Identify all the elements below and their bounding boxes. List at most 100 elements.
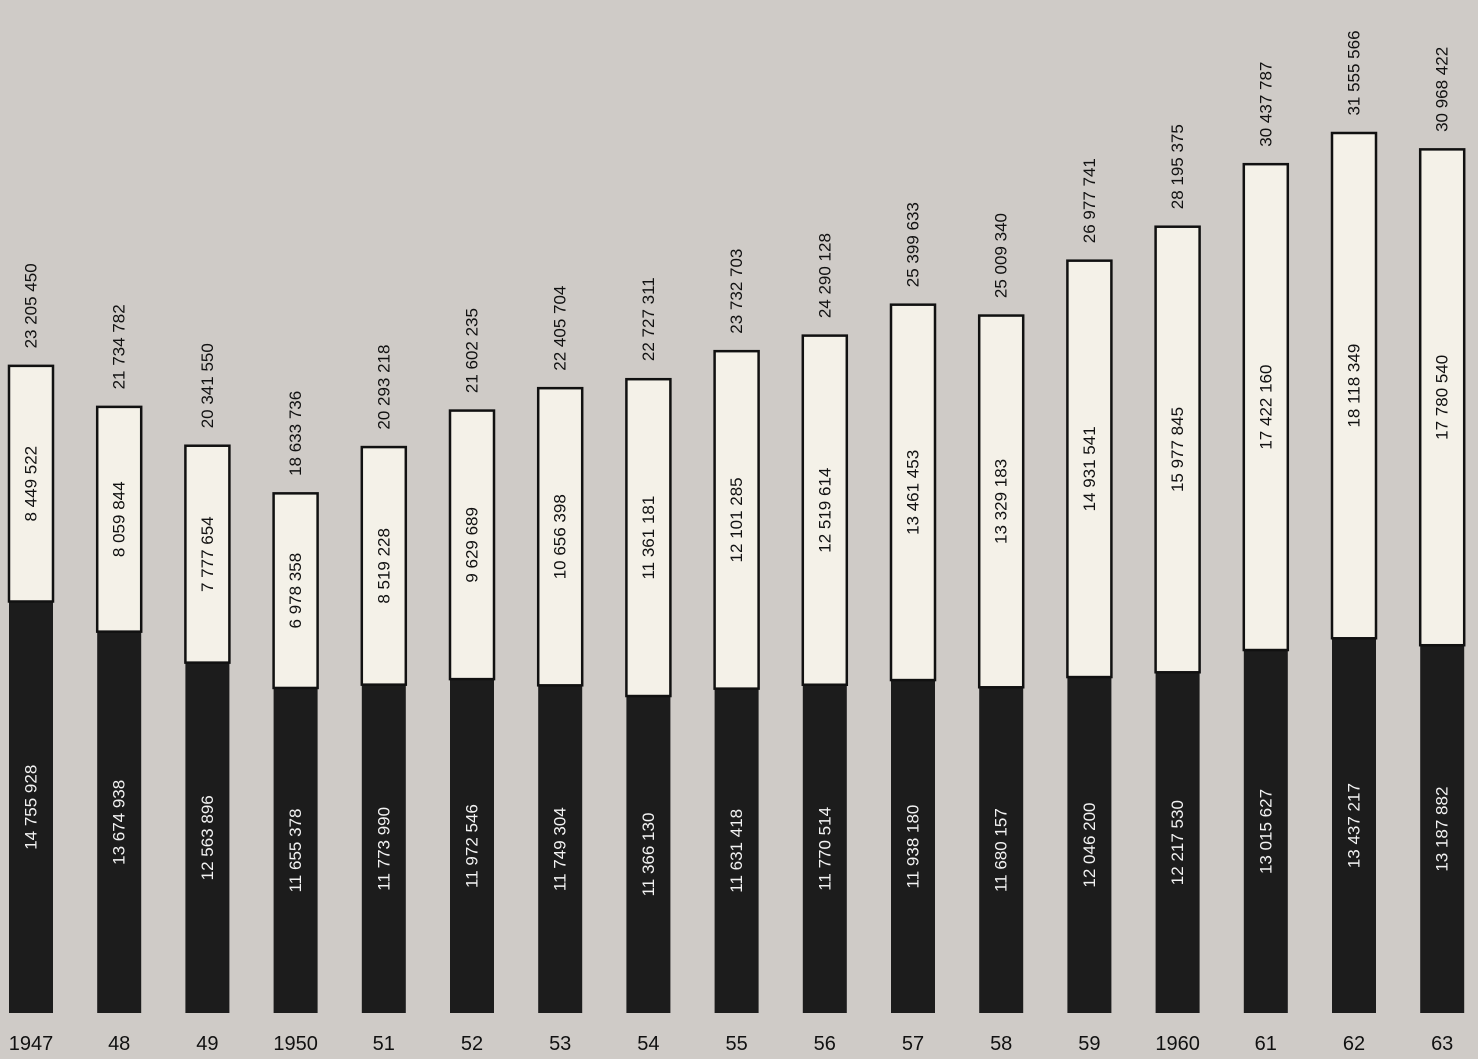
x-tick-label: 48 [108, 1033, 130, 1055]
bar-segment-dark [891, 680, 935, 1013]
x-tick-label: 1947 [9, 1033, 54, 1055]
bar-value-label-light: 8 059 844 [110, 481, 129, 557]
bar-segment-dark [1332, 638, 1376, 1013]
bar-segment-dark [1067, 677, 1112, 1013]
bar-value-label-dark: 11 773 990 [374, 807, 393, 891]
bar-value-label-dark: 11 631 418 [727, 809, 746, 893]
bar-value-label-dark: 13 674 938 [110, 780, 129, 865]
bar-total-label: 30 968 422 [1433, 47, 1452, 132]
bar-value-label-light: 6 978 358 [286, 553, 305, 629]
bar-value-label-dark: 12 563 896 [198, 795, 217, 880]
bar-value-label-light: 14 931 541 [1080, 426, 1099, 511]
bar-total-label: 30 437 787 [1256, 62, 1275, 147]
bar-value-label-light: 13 329 183 [992, 459, 1011, 544]
bar-value-label-dark: 11 655 378 [286, 809, 305, 893]
x-tick-label: 61 [1255, 1033, 1277, 1055]
bar-total-label: 22 727 311 [639, 277, 658, 361]
bar-value-label-dark: 12 046 200 [1080, 802, 1099, 887]
bar-segment-dark [9, 601, 53, 1013]
bar-segment-dark [626, 696, 671, 1013]
x-tick-label: 49 [196, 1033, 218, 1055]
bar-segment-light [713, 349, 760, 690]
bar-value-label-dark: 11 770 514 [815, 807, 834, 891]
labels-layer: 14 755 928 8 449 522 23 205 450 1947 13 674 … [9, 30, 1454, 1055]
bar-value-label-light: 13 461 453 [904, 450, 923, 535]
x-tick-label: 52 [461, 1033, 483, 1055]
bar-segment-light [625, 377, 672, 698]
bar-segment-light [7, 364, 55, 603]
bar-segment-dark [185, 662, 230, 1013]
bar-value-label-light: 9 629 689 [463, 507, 482, 583]
bar-segment-light [95, 405, 143, 633]
bar-total-label: 21 734 782 [110, 304, 129, 389]
x-tick-label: 1950 [273, 1033, 318, 1055]
bar-segment-light [1418, 148, 1466, 647]
bar-value-label-light: 8 519 228 [374, 528, 393, 604]
bar-value-label-light: 17 780 540 [1433, 355, 1452, 440]
bar-segment-dark [450, 679, 494, 1013]
bar-segment-light [1066, 259, 1113, 679]
bar-value-label-light: 8 449 522 [22, 446, 41, 522]
bar-total-label: 20 293 218 [374, 345, 393, 430]
bar-value-label-dark: 13 187 882 [1433, 787, 1452, 872]
bar-value-label-dark: 12 217 530 [1168, 800, 1187, 885]
x-tick-label: 59 [1078, 1033, 1100, 1055]
bar-segment-dark [1155, 672, 1200, 1013]
bar-segment-dark [714, 688, 759, 1013]
bar-segment-light [272, 492, 319, 690]
bar-value-label-light: 18 118 349 [1345, 344, 1364, 428]
x-tick-label: 62 [1343, 1033, 1365, 1055]
bar-segment-dark [1243, 650, 1288, 1013]
x-tick-label: 57 [902, 1033, 924, 1055]
bar-value-label-dark: 11 680 157 [992, 808, 1011, 892]
bar-total-label: 25 009 340 [992, 213, 1011, 298]
x-tick-label: 1960 [1155, 1033, 1200, 1055]
bar-segment-dark [361, 684, 406, 1013]
bar-total-label: 18 633 736 [286, 391, 305, 476]
x-tick-label: 51 [373, 1033, 395, 1055]
bar-segment-light [536, 386, 584, 687]
bar-segment-light [184, 444, 231, 664]
bars-layer [7, 131, 1466, 1013]
bar-total-label: 20 341 550 [198, 343, 217, 428]
bar-value-label-dark: 11 749 304 [551, 807, 570, 891]
bar-total-label: 24 290 128 [815, 233, 834, 318]
bar-segment-light [360, 445, 408, 686]
x-tick-label: 58 [990, 1033, 1012, 1055]
x-tick-label: 56 [814, 1033, 836, 1055]
bar-segment-light [448, 409, 496, 681]
x-tick-label: 55 [725, 1033, 747, 1055]
bar-value-label-light: 12 101 285 [727, 477, 746, 562]
bar-segment-light [1330, 131, 1378, 640]
bar-value-label-light: 7 777 654 [198, 516, 217, 592]
x-tick-label: 54 [637, 1033, 659, 1055]
bar-total-label: 31 555 566 [1345, 30, 1364, 115]
bar-total-label: 23 732 703 [727, 249, 746, 334]
bar-value-label-dark: 14 755 928 [22, 765, 41, 850]
bar-value-label-dark: 11 938 180 [904, 805, 923, 889]
bar-segment-light [889, 303, 937, 682]
bar-value-label-light: 10 656 398 [551, 494, 570, 579]
bar-value-label-light: 12 519 614 [815, 468, 834, 553]
bar-segment-light [1154, 225, 1201, 674]
bar-total-label: 25 399 633 [904, 202, 923, 287]
bar-segment-dark [97, 631, 142, 1013]
bar-total-label: 21 602 235 [463, 308, 482, 393]
bar-value-label-dark: 11 972 546 [463, 804, 482, 888]
bar-value-label-dark: 13 437 217 [1345, 783, 1364, 868]
bar-segment-dark [802, 684, 847, 1013]
bar-value-label-light: 15 977 845 [1168, 407, 1187, 492]
bar-segment-dark [538, 685, 583, 1013]
bar-segment-dark [273, 687, 318, 1013]
x-tick-label: 63 [1431, 1033, 1453, 1055]
bar-value-label-dark: 11 366 130 [639, 813, 658, 897]
bar-segment-light [1242, 162, 1290, 652]
bar-total-label: 23 205 450 [22, 263, 41, 348]
bar-segment-light [801, 334, 849, 687]
bar-segment-dark [979, 687, 1024, 1013]
bar-value-label-light: 11 361 181 [639, 496, 658, 580]
x-tick-label: 53 [549, 1033, 571, 1055]
bar-segment-light [977, 314, 1025, 689]
bar-total-label: 22 405 704 [551, 286, 570, 371]
